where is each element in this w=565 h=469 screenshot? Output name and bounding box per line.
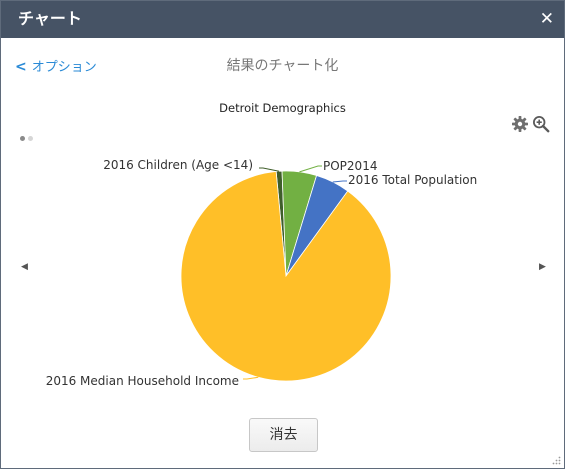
back-label: オプション bbox=[31, 60, 97, 75]
gear-icon[interactable] bbox=[511, 115, 529, 133]
chevron-left-icon: < bbox=[15, 59, 27, 75]
pager-dot[interactable] bbox=[28, 136, 33, 141]
slice-label: 2016 Median Household Income bbox=[46, 374, 239, 388]
resize-grip-icon[interactable] bbox=[552, 456, 561, 465]
slice-label: 2016 Children (Age <14) bbox=[103, 158, 253, 172]
pager-dot-active[interactable] bbox=[20, 136, 25, 141]
caret-right-icon[interactable]: ▶ bbox=[539, 262, 546, 272]
chart-title: Detroit Demographics bbox=[219, 101, 346, 115]
back-button[interactable]: < オプション bbox=[15, 58, 97, 77]
slice-label: POP2014 bbox=[323, 159, 377, 173]
chart-pager bbox=[20, 126, 36, 145]
slice-leader-line bbox=[243, 376, 259, 380]
slice-label: 2016 Total Population bbox=[348, 173, 477, 187]
titlebar[interactable]: チャート ✕ bbox=[1, 1, 564, 38]
clear-button[interactable]: 消去 bbox=[249, 418, 318, 452]
slice-leader-line bbox=[299, 165, 322, 173]
pie-slice[interactable] bbox=[180, 171, 392, 382]
slice-leader-line bbox=[332, 180, 347, 183]
window-title: チャート bbox=[18, 9, 82, 28]
close-icon[interactable]: ✕ bbox=[539, 9, 554, 29]
zoom-in-icon[interactable] bbox=[532, 115, 550, 133]
caret-left-icon[interactable]: ◀ bbox=[21, 262, 28, 272]
slice-leader-line bbox=[259, 167, 280, 172]
